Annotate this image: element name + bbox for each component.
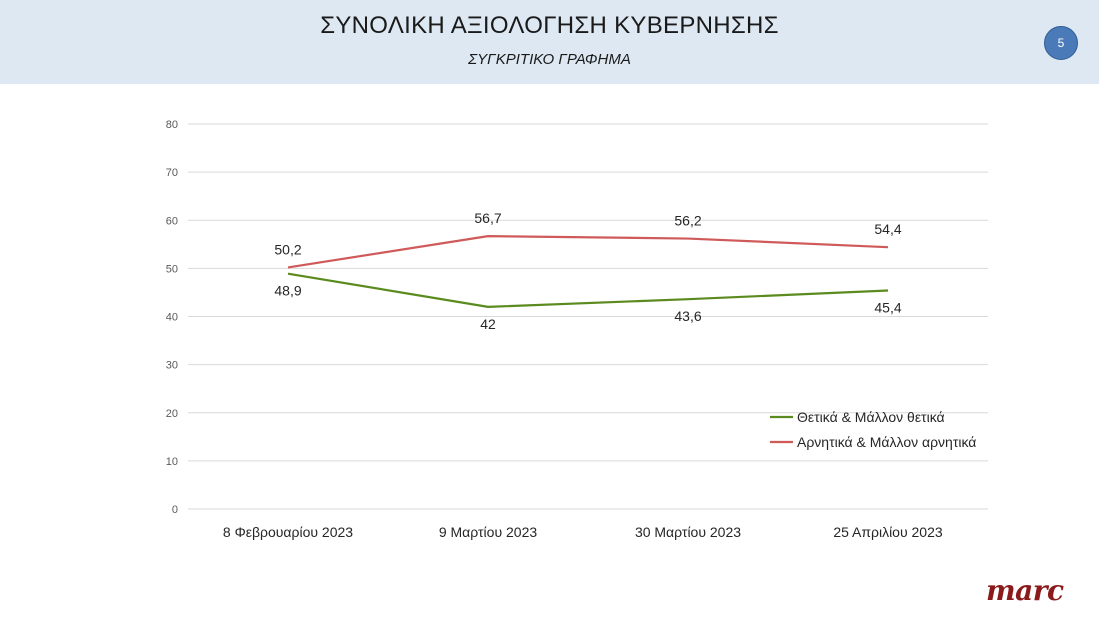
data-label: 56,7 [474, 210, 501, 226]
y-tick-label: 30 [166, 360, 178, 372]
legend-label: Θετικά & Μάλλον θετικά [797, 409, 945, 425]
y-tick-label: 40 [166, 312, 178, 324]
data-label: 56,2 [674, 213, 701, 229]
data-label: 45,4 [874, 300, 901, 316]
y-tick-label: 70 [166, 167, 178, 179]
marc-logo: marc [986, 574, 1064, 607]
y-tick-label: 50 [166, 263, 178, 275]
legend-label: Αρνητικά & Μάλλον αρνητικά [797, 434, 976, 450]
data-label: 50,2 [274, 241, 301, 257]
y-tick-label: 20 [166, 408, 178, 420]
y-tick-label: 60 [166, 215, 178, 227]
x-tick-label: 30 Μαρτίου 2023 [635, 524, 741, 540]
data-label: 42 [480, 316, 496, 332]
data-label: 54,4 [874, 221, 901, 237]
page-number-badge: 5 [1044, 26, 1078, 60]
data-label: 48,9 [274, 283, 301, 299]
series-line-positive [287, 272, 889, 308]
y-tick-label: 80 [166, 119, 178, 131]
x-tick-label: 25 Απριλίου 2023 [833, 524, 943, 540]
y-tick-label: 10 [166, 456, 178, 468]
page-subtitle: ΣΥΓΚΡΙΤΙΚΟ ΓΡΑΦΗΜΑ [468, 51, 631, 68]
header-bar [0, 0, 1099, 84]
x-tick-label: 8 Φεβρουαρίου 2023 [223, 524, 353, 540]
x-tick-label: 9 Μαρτίου 2023 [439, 524, 538, 540]
data-label: 43,6 [674, 308, 701, 324]
page-title: ΣΥΝΟΛΙΚΗ ΑΞΙΟΛΟΓΗΣΗ ΚΥΒΕΡΝΗΣΗΣ [320, 12, 779, 39]
series-line-negative [287, 235, 889, 269]
y-tick-label: 0 [172, 504, 178, 516]
